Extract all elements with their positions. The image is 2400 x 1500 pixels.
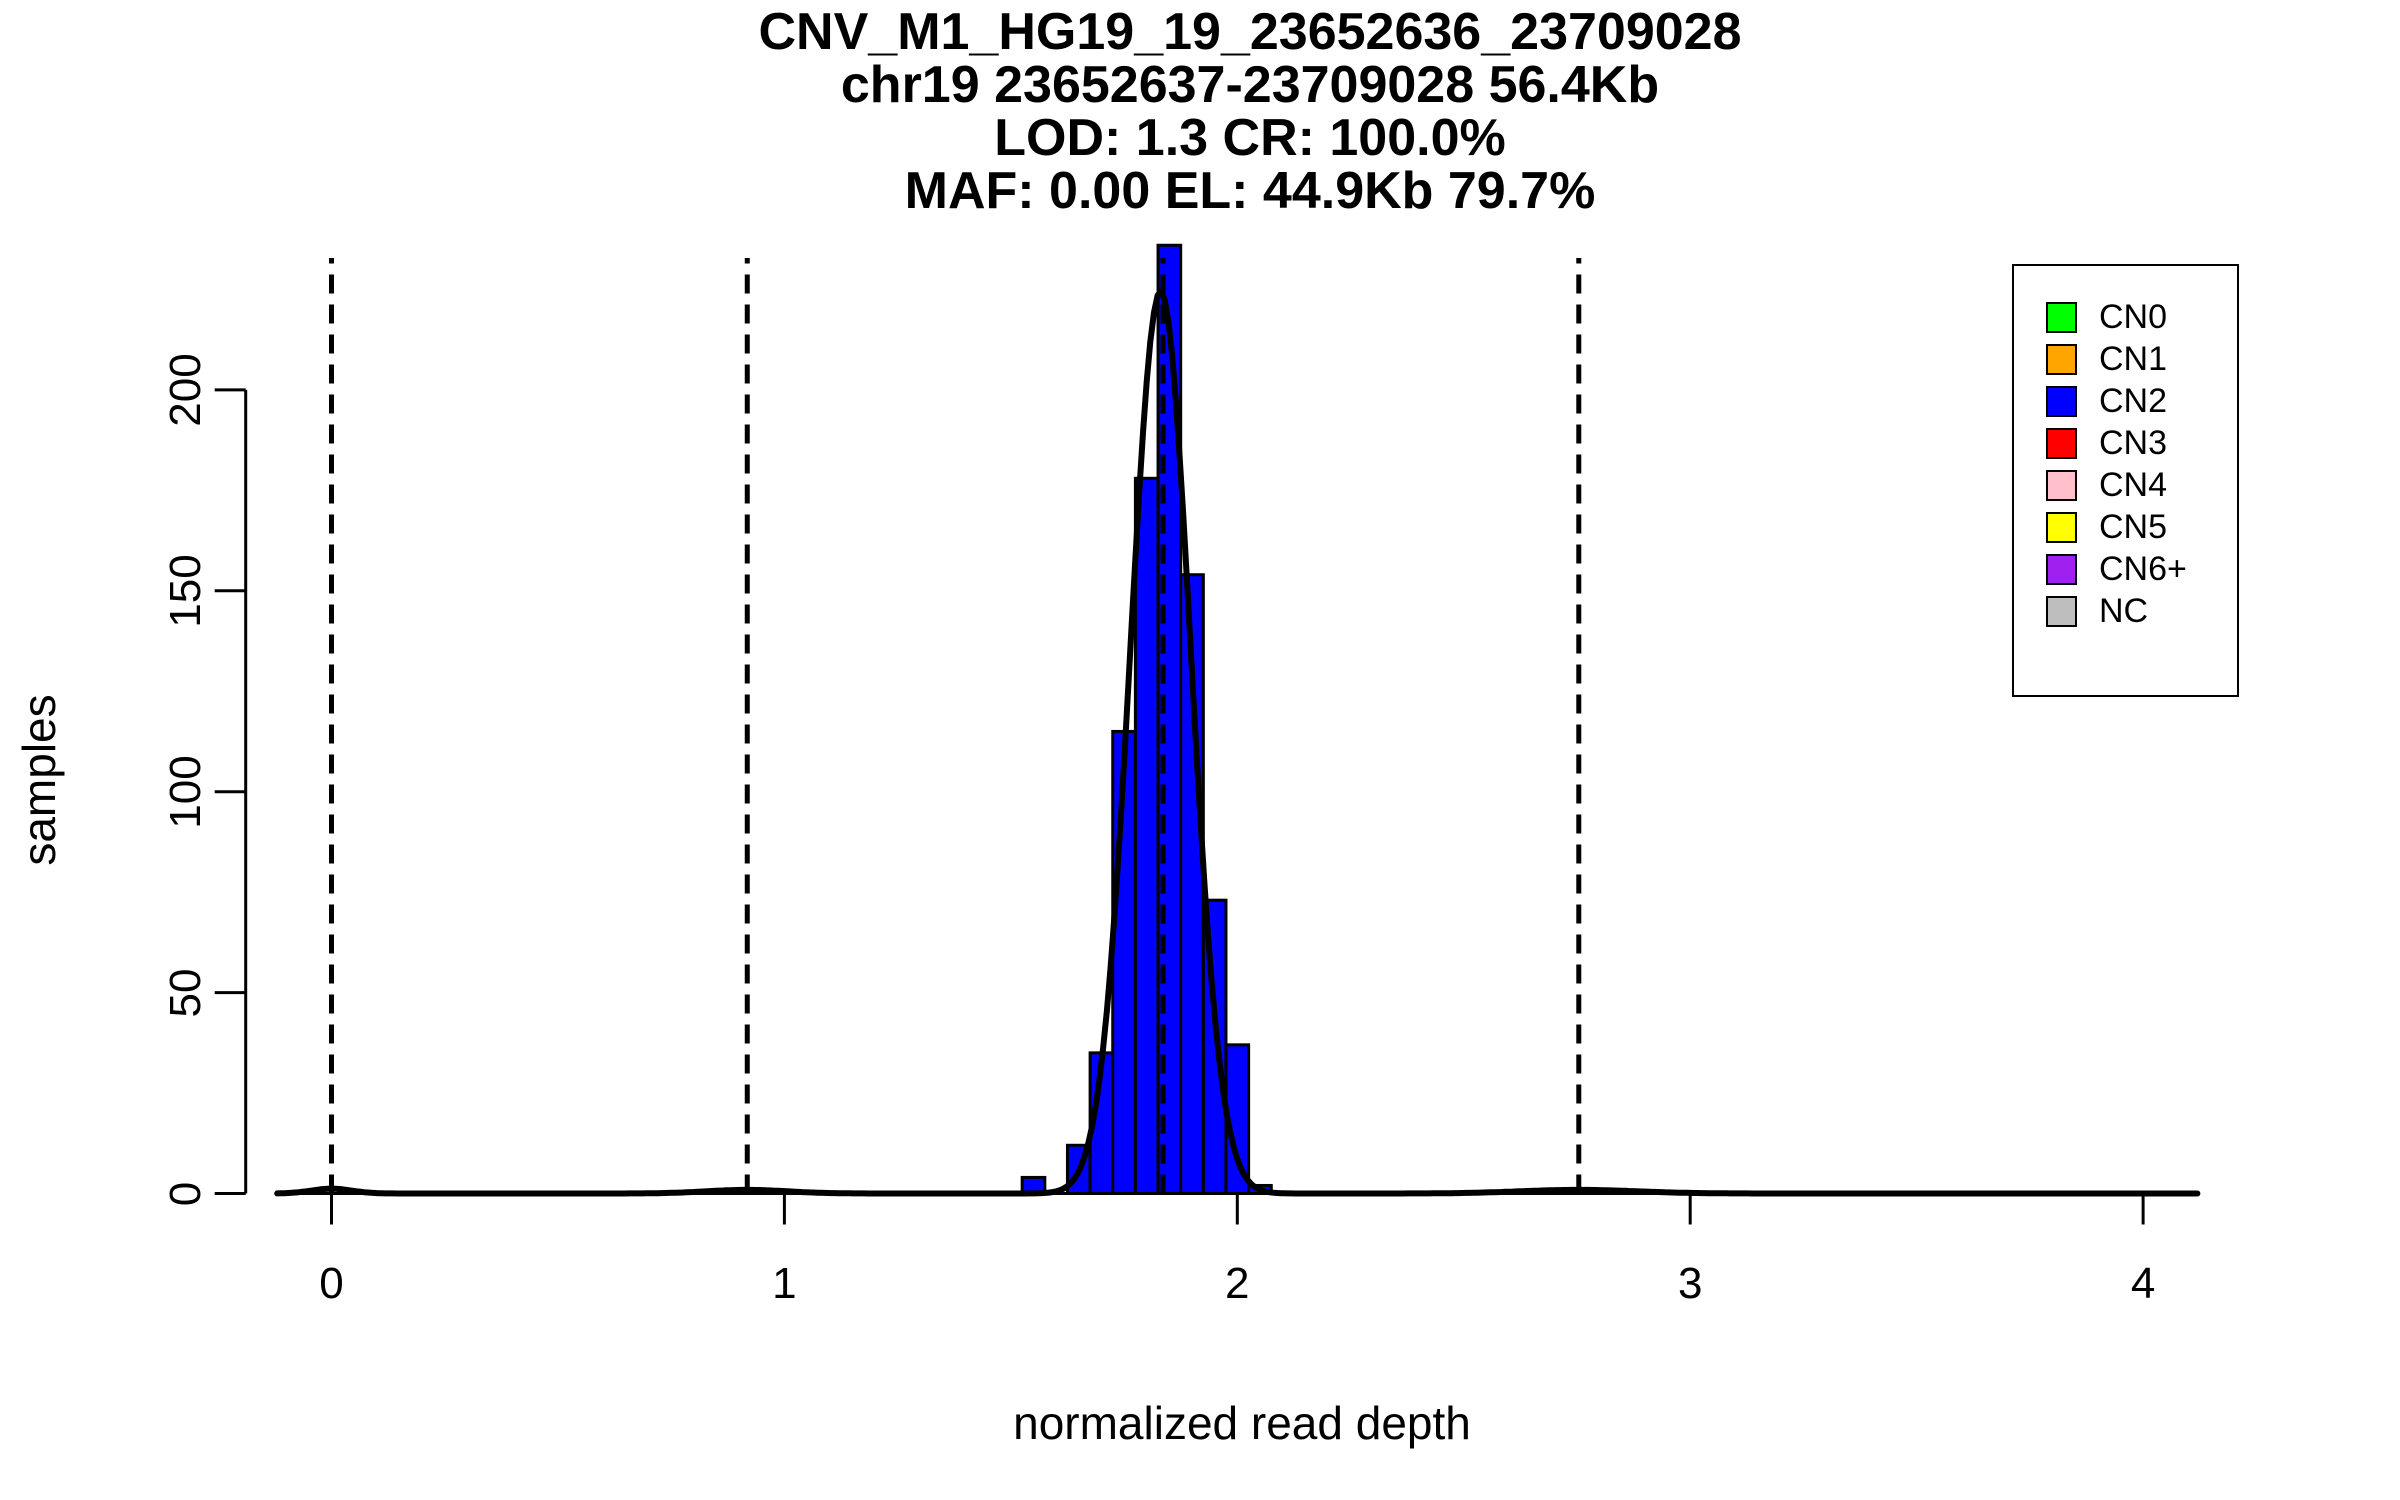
x-tick-label-1: 1	[772, 1258, 797, 1308]
histogram-bar	[1133, 476, 1160, 1195]
legend-label: NC	[2099, 592, 2149, 630]
nc-swatch-icon	[2046, 595, 2077, 627]
legend-item-cn4: CN4	[2014, 464, 2237, 506]
y-tick-label-150: 150	[161, 554, 210, 628]
cn2-swatch-icon	[2046, 385, 2077, 417]
legend: CN0 CN1 CN2 CN3 CN4 CN5 CN6+ NC	[2012, 264, 2239, 697]
legend-label: CN1	[2099, 340, 2168, 378]
legend-label: CN3	[2099, 424, 2168, 462]
legend-label: CN6+	[2099, 550, 2187, 588]
x-tick-label-3: 3	[1677, 1258, 1703, 1308]
cn4-swatch-icon	[2046, 469, 2077, 501]
legend-item-cn0: CN0	[2014, 296, 2237, 338]
x-axis-title: normalized read depth	[1013, 1397, 1471, 1449]
legend-label: CN5	[2099, 508, 2168, 546]
title-line-1: CNV_M1_HG19_19_23652636_23709028	[758, 3, 1742, 61]
legend-item-cn1: CN1	[2014, 338, 2237, 380]
legend-label: CN2	[2099, 382, 2168, 420]
plot-title-block: CNV_M1_HG19_19_23652636_23709028 chr19 2…	[758, 6, 1741, 218]
legend-item-cn3: CN3	[2014, 422, 2237, 464]
cn3-swatch-icon	[2046, 427, 2077, 459]
title-line-2: chr19 23652637-23709028 56.4Kb	[840, 56, 1660, 114]
legend-item-cn5: CN5	[2014, 506, 2237, 548]
x-tick-label-4: 4	[2130, 1258, 2156, 1308]
legend-label: CN0	[2099, 298, 2168, 336]
y-tick-label-50: 50	[161, 968, 210, 1018]
x-tick-label-2: 2	[1225, 1258, 1250, 1308]
legend-item-nc: NC	[2014, 590, 2237, 632]
x-tick-label-0: 0	[319, 1258, 344, 1308]
cn6plus-swatch-icon	[2046, 553, 2077, 585]
legend-label: CN4	[2099, 466, 2168, 504]
title-line-3: LOD: 1.3 CR: 100.0%	[994, 109, 1506, 167]
cn1-swatch-icon	[2046, 343, 2077, 375]
y-tick-label-200: 200	[161, 353, 210, 427]
cn0-swatch-icon	[2046, 301, 2077, 333]
legend-item-cn6plus: CN6+	[2014, 548, 2237, 590]
y-tick-label-100: 100	[161, 754, 210, 829]
y-tick-label-0: 0	[161, 1181, 210, 1206]
title-line-4: MAF: 0.00 EL: 44.9Kb 79.7%	[904, 162, 1596, 220]
cn5-swatch-icon	[2046, 511, 2077, 543]
y-axis-title: samples	[13, 694, 65, 866]
legend-item-cn2: CN2	[2014, 380, 2237, 422]
